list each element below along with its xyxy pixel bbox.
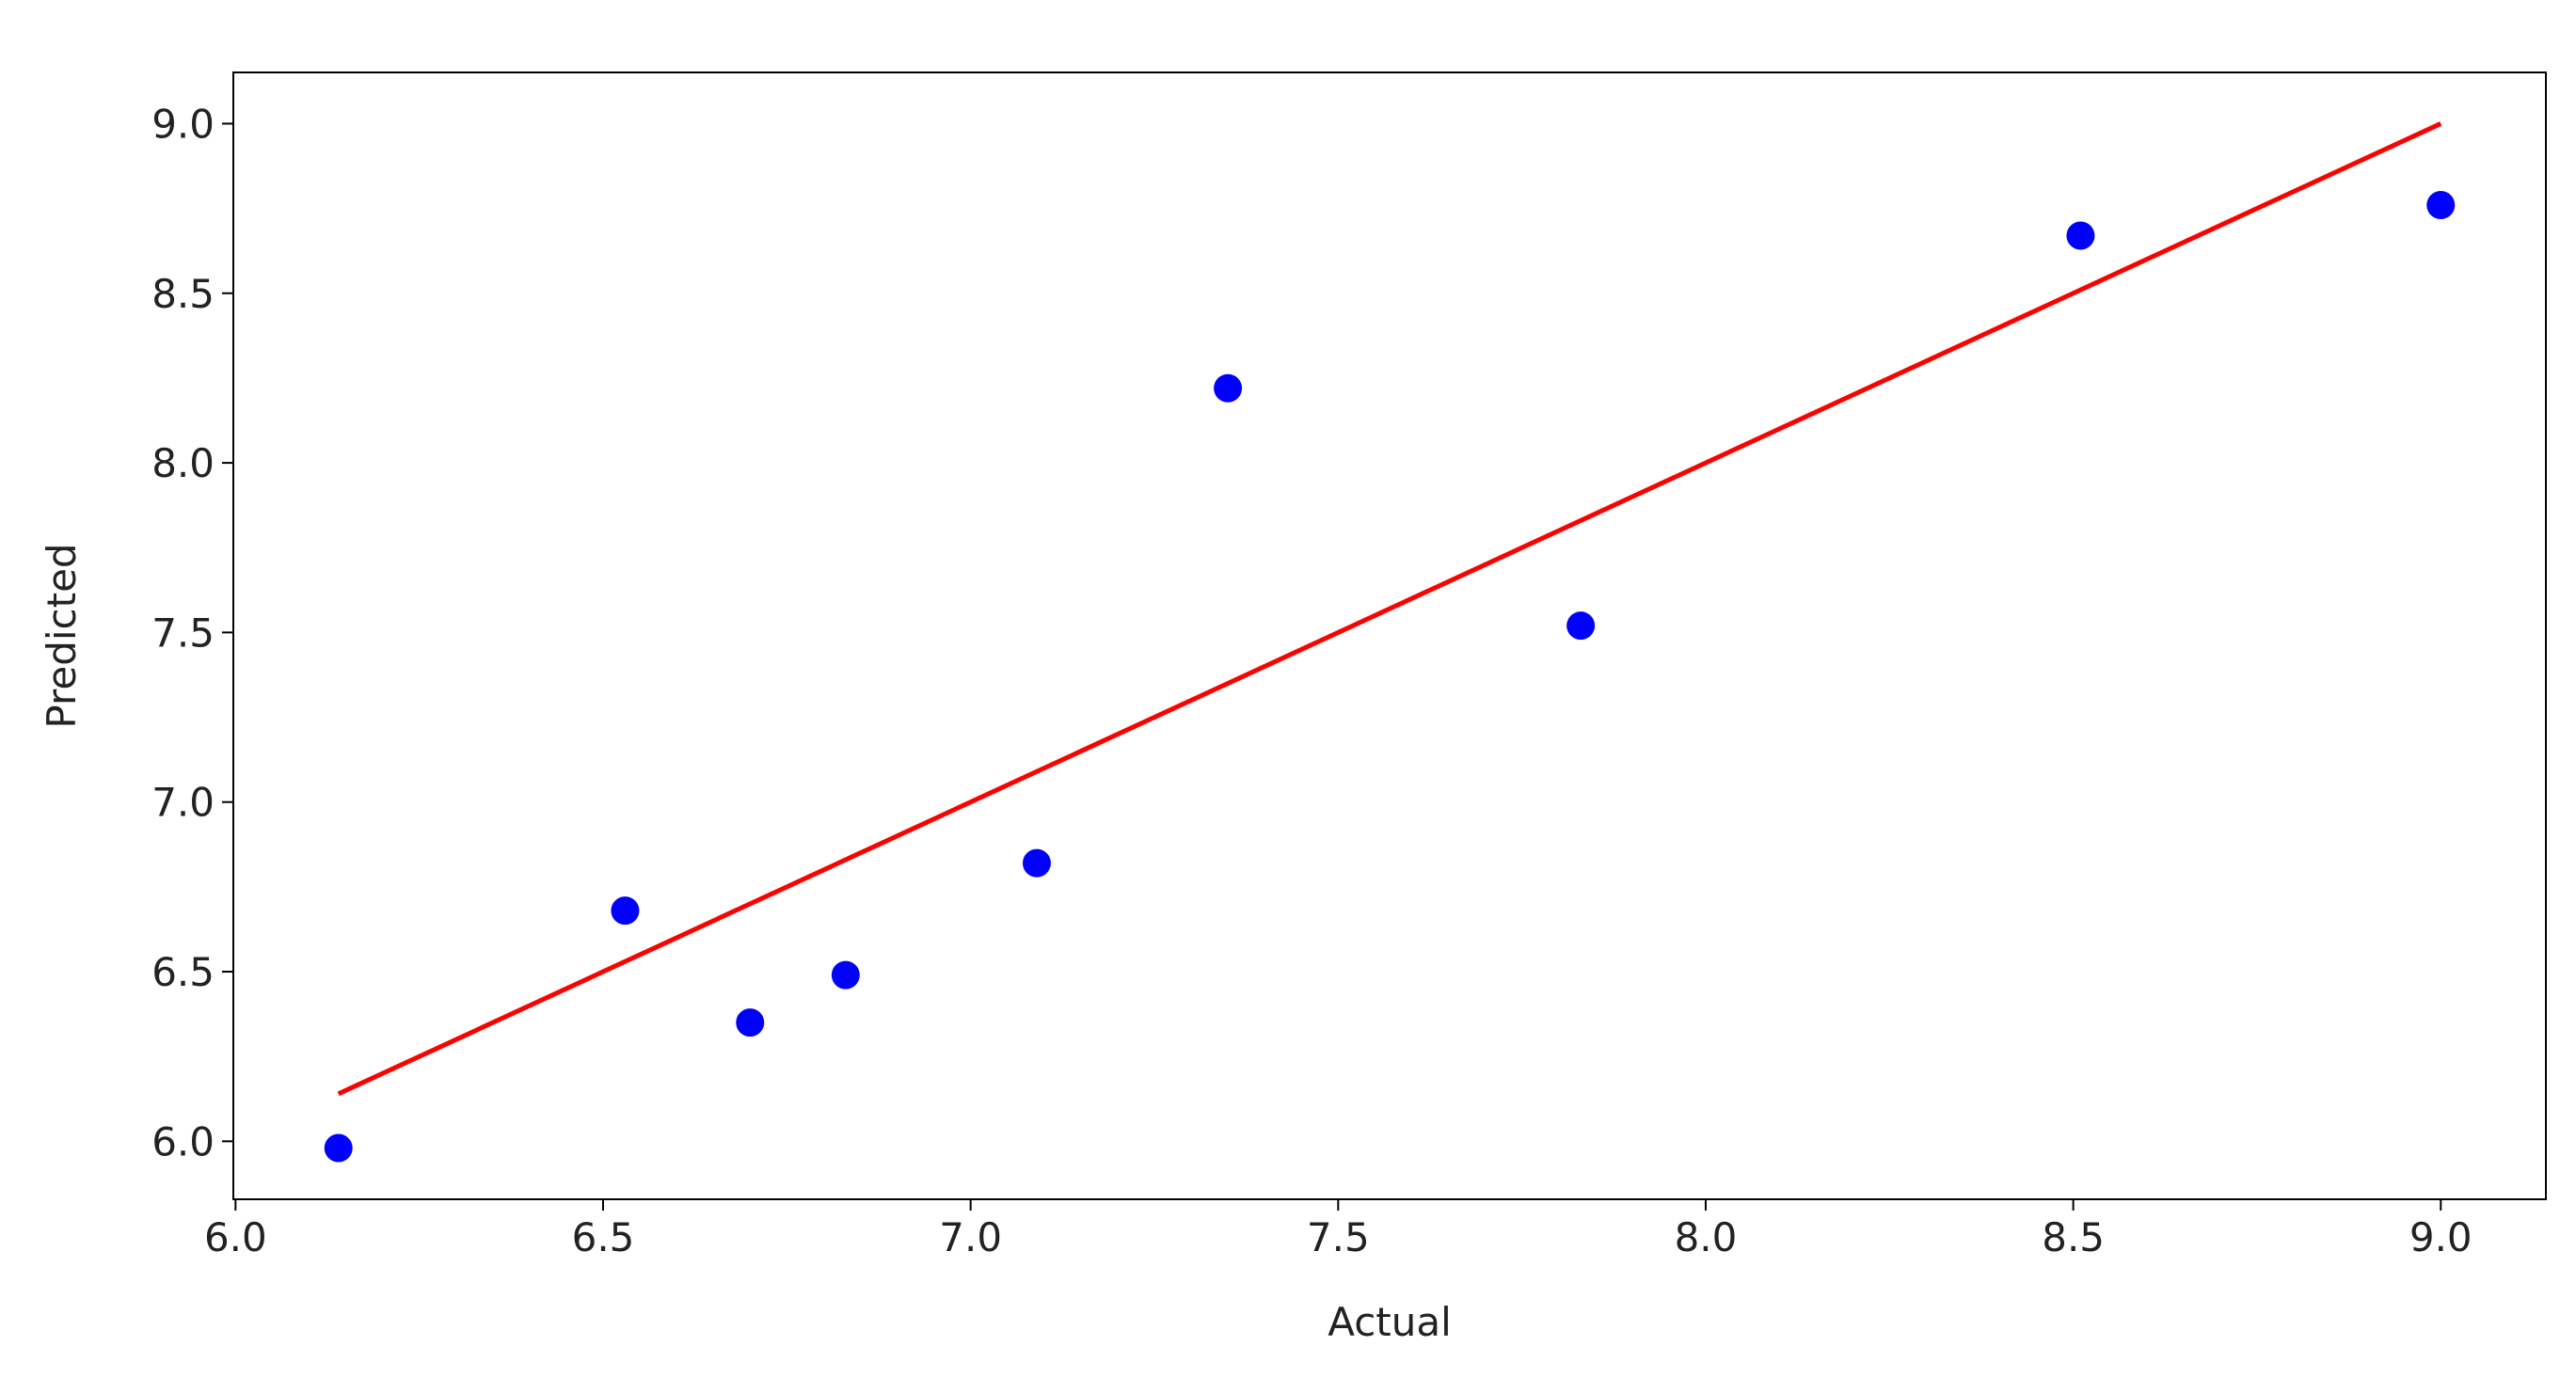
point [1022, 848, 1051, 878]
x-axis-label: Actual [1328, 1299, 1452, 1345]
point [831, 960, 860, 990]
point [736, 1008, 765, 1037]
fit-line [337, 121, 2442, 1097]
point [611, 896, 640, 926]
x-tick-label: 8.0 [1675, 1214, 1738, 1260]
x-tick-label: 7.5 [1307, 1214, 1370, 1260]
point [1566, 611, 1596, 641]
y-tick-label: 7.5 [151, 610, 215, 656]
y-tick-label: 9.0 [151, 101, 215, 147]
y-tick-label: 8.5 [151, 271, 215, 317]
x-tick-label: 6.5 [572, 1214, 635, 1260]
x-tick-label: 9.0 [2409, 1214, 2473, 1260]
point [1214, 373, 1243, 403]
y-tick-label: 8.0 [151, 440, 215, 486]
y-axis-label: Predicted [39, 543, 85, 728]
point [2426, 191, 2456, 220]
plot-frame [232, 71, 2547, 1200]
y-tick-label: 7.0 [151, 780, 215, 826]
y-tick-label: 6.5 [151, 949, 215, 995]
point [324, 1133, 353, 1163]
y-tick-label: 6.0 [151, 1118, 215, 1164]
x-tick-label: 7.0 [939, 1214, 1002, 1260]
point [2066, 221, 2095, 250]
x-tick-label: 8.5 [2042, 1214, 2105, 1260]
x-tick-label: 6.0 [204, 1214, 267, 1260]
